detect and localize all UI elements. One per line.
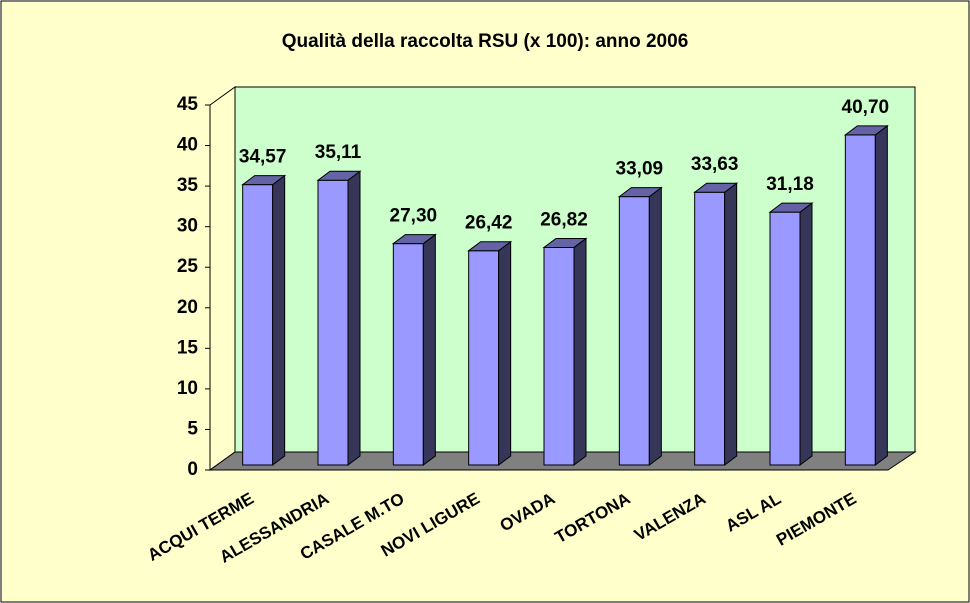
y-tick-label: 40 [177,135,198,156]
data-label: 35,11 [315,142,362,163]
bar-side [422,233,436,466]
bar-side [799,202,813,466]
bar-top [241,175,287,186]
y-tick-label: 10 [177,378,198,399]
data-label: 34,57 [239,147,287,168]
bar-top [693,182,739,193]
bar [391,233,437,466]
data-label: 26,42 [465,213,513,234]
bar-top [617,187,663,198]
bar-front [844,134,876,466]
bar-top [391,234,437,245]
bar [542,237,588,466]
bar [843,124,889,466]
bar-front [769,211,801,466]
y-tick-label: 45 [177,94,199,115]
bar-side [272,174,286,466]
y-tick-label: 20 [177,297,198,318]
bar-front [468,250,500,466]
bar-side [347,170,361,466]
bar [617,186,663,466]
bar-front [392,243,424,466]
bar-front [242,184,274,466]
chart-title: Qualità della raccolta RSU (x 100): anno… [282,31,689,52]
bar-side [724,182,738,466]
bar-front [618,196,650,466]
bar-top [467,241,513,252]
data-label: 40,70 [842,97,890,118]
y-tick-label: 5 [187,418,198,439]
bar-top [768,202,814,213]
bar-side [648,186,662,466]
bar-top [542,237,588,248]
y-tick-label: 35 [177,175,199,196]
bar-front [694,191,726,466]
data-label: 26,82 [540,209,588,230]
data-label: 33,09 [616,159,664,180]
data-label: 31,18 [766,174,814,195]
bar-front [317,179,349,466]
side-wall [209,86,236,471]
bar-side [874,124,888,466]
bar-side [573,237,587,466]
bar [693,182,739,466]
bar-front [543,246,575,466]
y-tick-label: 0 [187,459,198,480]
bar [316,170,362,466]
bar [467,240,513,466]
y-tick-label: 25 [177,256,199,277]
bar-side [498,240,512,466]
bar-top [843,125,889,136]
data-label: 33,63 [691,154,739,175]
data-label: 27,30 [390,206,438,227]
y-tick-label: 15 [177,337,199,358]
bar [768,202,814,466]
bar-top [316,170,362,181]
y-tick-label: 30 [177,216,198,237]
bar [241,174,287,466]
